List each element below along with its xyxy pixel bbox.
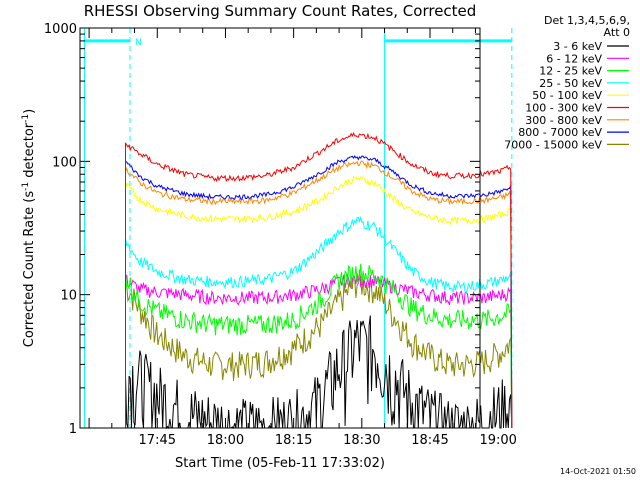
- legend-entry-label: 7000 - 15000 keV: [504, 138, 602, 151]
- legend-entry-label: 3 - 6 keV: [553, 40, 602, 53]
- legend-entry-label: 50 - 100 keV: [532, 89, 602, 102]
- y-axis-label: Corrected Count Rate (s-1 detector-1): [21, 109, 37, 347]
- series-line-2: [125, 263, 513, 429]
- legend-entry-label: 300 - 800 keV: [525, 114, 602, 127]
- series-line-3: [125, 215, 513, 429]
- legend-entry-label: 6 - 12 keV: [546, 52, 602, 65]
- legend-entry-label: 25 - 50 keV: [539, 77, 602, 90]
- flag-label: N: [135, 38, 142, 48]
- x-tick-label: 17:45: [139, 433, 176, 448]
- x-tick-label: 18:30: [343, 433, 380, 448]
- legend-header-line-1: Det 1,3,4,5,6,9,: [544, 14, 630, 27]
- legend-entry-label: 100 - 300 keV: [525, 102, 602, 115]
- y-tick-label: 1: [69, 422, 77, 437]
- series-line-7: [125, 155, 513, 429]
- plot-area: N: [84, 28, 513, 430]
- y-tick-label: 100: [52, 155, 77, 170]
- legend-entry-label: 12 - 25 keV: [539, 65, 602, 78]
- series-line-5: [125, 131, 513, 429]
- y-axis-label-part: Corrected Count Rate (s: [22, 191, 37, 348]
- footer-timestamp: 14-Oct-2021 01:50: [560, 467, 636, 476]
- y-tick-label: 10: [60, 289, 77, 304]
- x-tick-label: 19:00: [479, 433, 516, 448]
- y-axis-label-part: detector: [22, 122, 37, 182]
- plot-frame: [79, 27, 481, 429]
- series-line-6: [125, 160, 513, 429]
- y-tick-label: 1000: [44, 22, 77, 37]
- legend-header-line-2: Att 0: [604, 26, 630, 39]
- x-tick-label: 18:00: [207, 433, 244, 448]
- x-axis-label: Start Time (05-Feb-11 17:33:02): [175, 456, 385, 471]
- series-line-0: [125, 315, 513, 430]
- series-line-8: [125, 269, 513, 429]
- x-tick-label: 18:45: [411, 433, 448, 448]
- y-axis-label-part: ): [22, 109, 37, 114]
- series-line-1: [125, 273, 513, 429]
- legend-entry-label: 800 - 7000 keV: [518, 126, 602, 139]
- y-axis-label-sup: -1: [21, 182, 31, 191]
- y-axis: 1 10 100 1000: [44, 22, 480, 437]
- y-axis-label-sup: -1: [21, 114, 31, 123]
- x-tick-label: 18:15: [275, 433, 312, 448]
- series-line-4: [125, 175, 513, 429]
- x-axis: 17:45 18:00 18:15 18:30 18:45 19:00: [88, 28, 517, 448]
- chart-title: RHESSI Observing Summary Count Rates, Co…: [84, 2, 477, 20]
